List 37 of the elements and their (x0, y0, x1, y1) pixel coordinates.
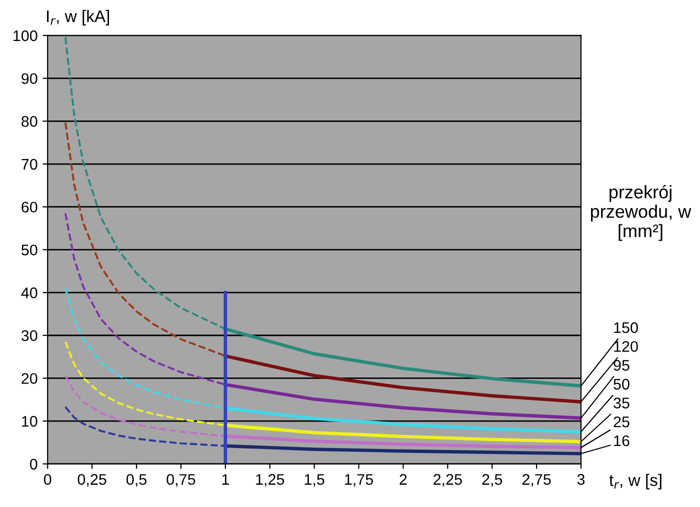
text: 150 (614, 322, 638, 334)
y-tick-label: 40 (21, 287, 38, 298)
line-series (64, 406, 226, 447)
text: 95 (614, 360, 630, 371)
x-tick-label: 0,5 (126, 474, 146, 487)
line-series (64, 121, 226, 357)
x-tick-label: 0,25 (78, 474, 106, 487)
text: 35 (614, 398, 630, 408)
x-tick-label: 1,5 (304, 474, 324, 487)
line-series (64, 212, 226, 386)
y-tick-label: 70 (22, 158, 38, 170)
x-tick-label: 2 (400, 474, 407, 485)
y-tick-label: 50 (21, 244, 38, 256)
y-tick-label: 10 (22, 416, 38, 427)
y-tick-label: 100 (14, 30, 38, 42)
legend-title: przekrój przewodu, w [mm²] (590, 184, 692, 241)
text: 25 (614, 416, 630, 428)
x-tick-label: 2,75 (522, 474, 551, 487)
x-tick-label: 0 (44, 474, 52, 485)
y-tick-label: 80 (22, 116, 38, 127)
text: 120 (614, 341, 638, 352)
text: 50 (614, 378, 630, 390)
y-tick-label: 20 (22, 373, 38, 384)
x-tick-label: 3 (577, 474, 585, 485)
text: 16 (614, 435, 630, 446)
x-tick-label: 2,25 (434, 474, 462, 487)
x-tick-label: 1,75 (345, 474, 373, 487)
x-tick-label: 2,5 (482, 474, 502, 487)
y-axis-title: I$_{r}$, w [kA] (47, 10, 109, 26)
y-tick-label: 30 (21, 330, 38, 342)
x-tick-label: 1,25 (256, 474, 284, 487)
y-tick-label: 0 (30, 458, 38, 470)
y-tick-label: 60 (22, 202, 38, 213)
x-tick-label: 1 (222, 474, 229, 485)
y-tick-label: 90 (22, 73, 38, 84)
x-tick-label: 0,75 (166, 474, 196, 487)
x-axis-title: t$_{r}$, w [s] (609, 474, 662, 490)
